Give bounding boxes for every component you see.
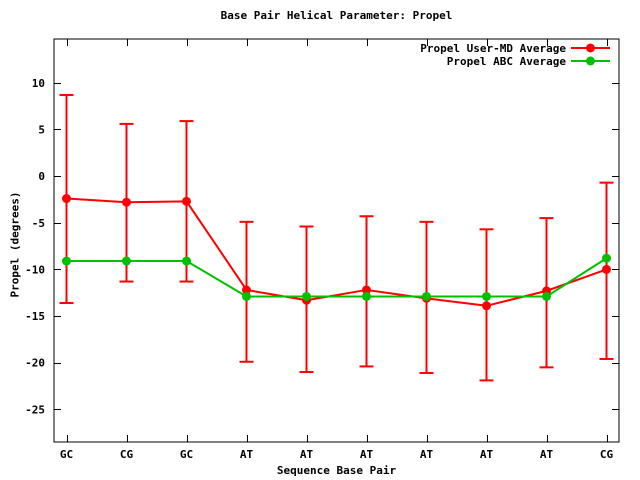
data-point-marker — [602, 264, 611, 274]
x-tick-label: AT — [420, 448, 434, 461]
y-tick-label: 10 — [32, 77, 45, 90]
x-tick-label: CG — [120, 448, 134, 461]
data-point-marker — [182, 256, 191, 266]
data-point-marker — [362, 291, 371, 301]
plot-border — [53, 38, 620, 443]
series-line-1 — [66, 257, 608, 298]
data-point-marker — [62, 194, 71, 204]
y-tick-label: -20 — [25, 357, 45, 370]
legend-label: Propel ABC Average — [447, 55, 567, 68]
x-tick-label: GC — [60, 448, 73, 461]
x-tick-label: AT — [480, 448, 494, 461]
x-tick-label: AT — [540, 448, 554, 461]
y-tick-label: 5 — [38, 123, 45, 136]
data-point-marker — [482, 301, 491, 311]
y-tick-label: -5 — [32, 217, 45, 230]
series-line-0 — [66, 197, 607, 307]
data-point-marker — [182, 196, 191, 206]
y-tick-label: -10 — [25, 263, 45, 276]
x-tick-label: AT — [300, 448, 314, 461]
data-point-marker — [242, 291, 251, 301]
x-tick-label: AT — [360, 448, 374, 461]
data-point-marker — [482, 291, 491, 301]
legend-marker-sample — [586, 56, 595, 66]
data-point-marker — [602, 253, 611, 263]
x-axis-label: Sequence Base Pair — [276, 464, 397, 477]
chart-title: Base Pair Helical Parameter: Propel — [220, 9, 453, 22]
legend-label: Propel User-MD Average — [420, 42, 566, 55]
x-tick-label: AT — [240, 448, 254, 461]
y-tick-label: 0 — [38, 170, 45, 183]
y-tick-label: -15 — [25, 310, 45, 323]
data-point-marker — [542, 291, 551, 301]
x-tick-label: CG — [600, 448, 614, 461]
x-tick-label: GC — [180, 448, 193, 461]
data-point-marker — [302, 291, 311, 301]
data-point-marker — [362, 285, 371, 295]
y-tick-label: -25 — [25, 403, 45, 416]
data-point-marker — [242, 285, 251, 295]
data-point-marker — [122, 256, 131, 266]
legend-marker-sample — [586, 43, 595, 53]
data-point-marker — [422, 291, 431, 301]
data-point-marker — [122, 197, 131, 207]
data-point-marker — [62, 256, 71, 266]
